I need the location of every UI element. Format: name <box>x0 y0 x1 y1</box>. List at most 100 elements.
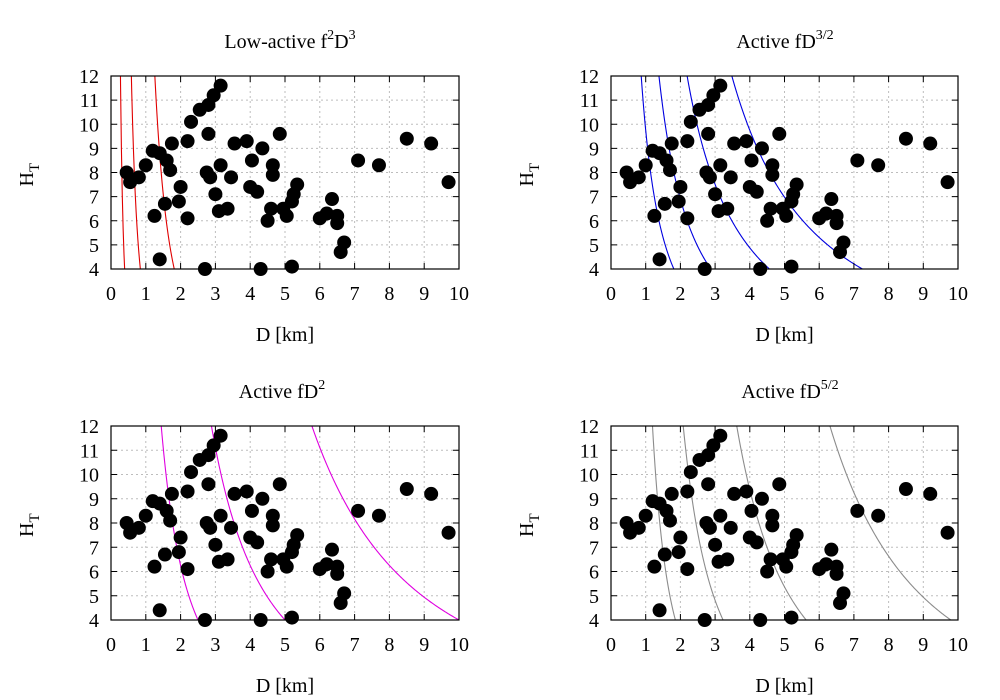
x-tick-label: 8 <box>384 634 394 656</box>
data-point <box>765 158 780 173</box>
data-point <box>662 163 677 178</box>
data-point <box>224 170 239 185</box>
y-tick-label: 4 <box>89 610 99 632</box>
data-point <box>824 542 839 557</box>
y-tick-label: 6 <box>89 211 99 233</box>
x-tick-label: 10 <box>948 634 968 656</box>
data-point <box>173 179 188 194</box>
y-tick-label: 7 <box>89 537 99 559</box>
data-point <box>836 586 851 601</box>
data-point <box>399 482 414 497</box>
data-point <box>701 126 716 141</box>
data-point <box>657 196 672 211</box>
data-point <box>265 518 280 533</box>
data-point <box>673 179 688 194</box>
x-tick-label: 8 <box>884 283 894 305</box>
data-point <box>131 170 146 185</box>
data-point <box>723 520 738 535</box>
data-point <box>399 131 414 146</box>
x-tick-label: 9 <box>419 283 429 305</box>
data-point <box>652 252 667 267</box>
panel-title-superscript: 3 <box>349 28 356 43</box>
data-point <box>923 136 938 151</box>
data-point <box>871 158 886 173</box>
data-point <box>171 194 186 209</box>
data-point <box>180 134 195 149</box>
y-tick-label: 6 <box>589 211 599 233</box>
data-point <box>744 503 759 518</box>
y-tick-label: 5 <box>589 235 599 257</box>
y-tick-label: 10 <box>79 465 99 487</box>
data-point <box>647 208 662 223</box>
data-point <box>244 153 259 168</box>
data-point <box>290 528 305 543</box>
x-tick-label: 7 <box>849 634 859 656</box>
y-axis-label-main: H <box>16 523 38 537</box>
y-tick-label: 12 <box>579 66 599 88</box>
data-point <box>763 552 778 567</box>
y-tick-label: 4 <box>589 259 599 281</box>
data-point <box>324 192 339 207</box>
data-point <box>131 520 146 535</box>
x-tick-label: 2 <box>176 283 186 305</box>
data-point <box>371 158 386 173</box>
x-tick-label: 5 <box>780 283 790 305</box>
x-tick-label: 4 <box>745 634 755 656</box>
panel-title-superscript: 3/2 <box>816 28 834 43</box>
data-point <box>255 491 270 506</box>
x-tick-label: 6 <box>315 634 325 656</box>
data-point <box>749 184 764 199</box>
x-tick-label: 9 <box>918 634 928 656</box>
model-curve-3 <box>682 426 724 620</box>
x-tick-label: 1 <box>141 634 151 656</box>
data-point <box>829 216 844 231</box>
data-point <box>652 603 667 618</box>
x-tick-label: 7 <box>350 283 360 305</box>
data-point <box>739 484 754 499</box>
panel-title: Low-active f2D3 <box>224 28 355 53</box>
data-point <box>213 78 228 93</box>
data-point <box>250 184 265 199</box>
data-point <box>898 131 913 146</box>
data-point <box>631 170 646 185</box>
data-point <box>850 503 865 518</box>
data-point <box>208 187 223 202</box>
x-tick-label: 2 <box>675 283 685 305</box>
data-point <box>671 194 686 209</box>
data-point <box>272 126 287 141</box>
data-point <box>789 177 804 192</box>
data-point <box>213 508 228 523</box>
model-curve-2 <box>736 426 807 620</box>
y-axis-label-subscript: T <box>27 513 43 522</box>
data-point <box>702 520 717 535</box>
data-point <box>662 513 677 528</box>
y-tick-label: 11 <box>80 90 99 112</box>
y-tick-label: 5 <box>89 235 99 257</box>
y-tick-label: 10 <box>579 465 599 487</box>
y-tick-label: 4 <box>589 610 599 632</box>
data-point <box>829 566 844 581</box>
x-tick-label: 6 <box>315 283 325 305</box>
data-point <box>727 486 742 501</box>
y-tick-label: 10 <box>579 114 599 136</box>
panel-title-superscript: 2 <box>327 28 334 43</box>
data-point <box>765 508 780 523</box>
data-point <box>713 158 728 173</box>
data-point <box>265 508 280 523</box>
data-point <box>173 530 188 545</box>
data-point <box>227 486 242 501</box>
data-point <box>765 518 780 533</box>
data-point <box>255 141 270 156</box>
data-point <box>265 167 280 182</box>
y-tick-label: 8 <box>589 513 599 535</box>
data-point <box>923 486 938 501</box>
panel-title-superscript: 5/2 <box>821 378 839 393</box>
data-point <box>723 170 738 185</box>
data-point <box>157 547 172 562</box>
data-point <box>836 235 851 250</box>
data-point <box>744 153 759 168</box>
data-point <box>138 508 153 523</box>
